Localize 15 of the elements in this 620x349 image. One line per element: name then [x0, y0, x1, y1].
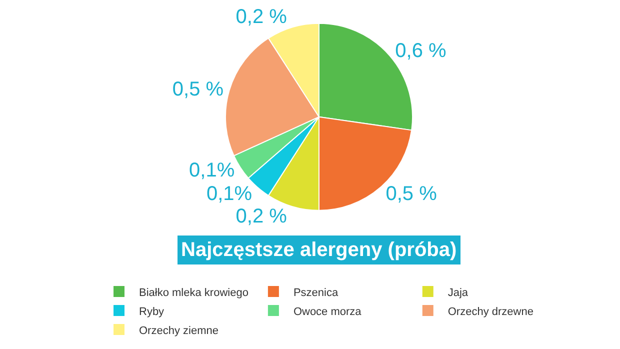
legend-label: Orzechy ziemne: [139, 324, 218, 337]
data-label: 0,6 %: [395, 40, 447, 62]
text: Najczęstsze alergeny (próba): [181, 239, 457, 261]
legend-label: Białko mleka krowiego: [139, 286, 248, 299]
legend-label: Jaja: [448, 286, 469, 299]
legend-label: Orzechy drzewne: [448, 306, 534, 318]
data-label: 0,5 %: [386, 182, 438, 205]
data-label: 0,5 %: [172, 78, 224, 101]
data-label: 0,2 %: [236, 6, 288, 28]
legend-label: Ryby: [139, 306, 165, 318]
legend-label: Owoce morza: [293, 306, 362, 318]
data-label: 0,1%: [206, 182, 252, 205]
data-label: 0,2 %: [236, 206, 288, 228]
legend-label: Pszenica: [293, 286, 339, 299]
data-label: 0,1%: [189, 160, 235, 182]
